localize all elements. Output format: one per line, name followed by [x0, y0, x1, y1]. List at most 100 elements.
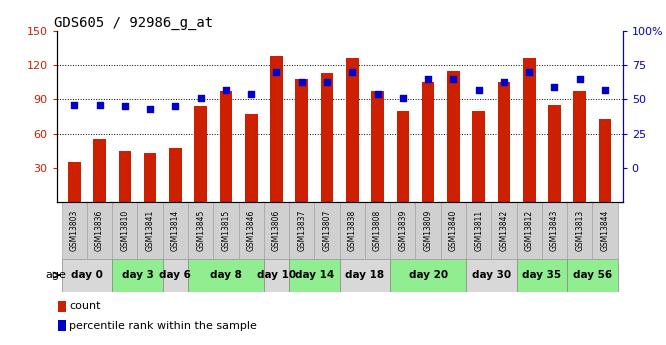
Text: percentile rank within the sample: percentile rank within the sample — [69, 321, 257, 331]
Text: GSM13808: GSM13808 — [373, 210, 382, 251]
FancyBboxPatch shape — [340, 202, 365, 259]
Bar — [119, 151, 131, 202]
FancyBboxPatch shape — [264, 259, 289, 292]
Point — [474, 87, 484, 92]
Point — [524, 69, 535, 75]
Text: day 3: day 3 — [121, 270, 153, 280]
Bar — [68, 162, 81, 202]
Text: day 30: day 30 — [472, 270, 511, 280]
Bar — [93, 139, 106, 202]
Point — [448, 76, 459, 82]
FancyBboxPatch shape — [213, 202, 238, 259]
FancyBboxPatch shape — [365, 202, 390, 259]
Text: GSM13812: GSM13812 — [525, 210, 533, 251]
FancyBboxPatch shape — [466, 202, 492, 259]
Text: GSM13811: GSM13811 — [474, 210, 483, 251]
Bar — [194, 106, 207, 202]
FancyBboxPatch shape — [390, 259, 466, 292]
Text: GSM13815: GSM13815 — [221, 210, 230, 251]
Text: day 56: day 56 — [573, 270, 612, 280]
FancyBboxPatch shape — [289, 259, 340, 292]
Text: day 14: day 14 — [295, 270, 334, 280]
FancyBboxPatch shape — [466, 259, 517, 292]
Bar — [472, 111, 485, 202]
Point — [145, 106, 155, 112]
Point — [549, 84, 560, 90]
Point — [499, 79, 509, 85]
Point — [398, 95, 408, 101]
FancyBboxPatch shape — [188, 202, 213, 259]
Point — [170, 104, 180, 109]
FancyBboxPatch shape — [567, 202, 592, 259]
FancyBboxPatch shape — [163, 259, 188, 292]
Bar — [599, 119, 611, 202]
Bar — [169, 148, 182, 202]
Text: GSM13806: GSM13806 — [272, 210, 281, 251]
Bar — [245, 114, 258, 202]
FancyBboxPatch shape — [517, 202, 542, 259]
Bar — [270, 56, 283, 202]
Bar — [296, 79, 308, 202]
FancyBboxPatch shape — [137, 202, 163, 259]
Text: day 35: day 35 — [522, 270, 561, 280]
Bar — [58, 300, 66, 312]
Text: day 18: day 18 — [346, 270, 384, 280]
FancyBboxPatch shape — [592, 202, 617, 259]
Bar — [396, 111, 409, 202]
Point — [119, 104, 130, 109]
Text: GSM13840: GSM13840 — [449, 210, 458, 251]
Text: GSM13813: GSM13813 — [575, 210, 584, 251]
Text: GSM13836: GSM13836 — [95, 210, 104, 251]
FancyBboxPatch shape — [163, 202, 188, 259]
Text: GSM13809: GSM13809 — [424, 210, 433, 251]
Bar — [321, 73, 334, 202]
FancyBboxPatch shape — [567, 259, 617, 292]
Bar — [523, 58, 535, 202]
Text: GSM13845: GSM13845 — [196, 210, 205, 251]
Text: age: age — [45, 270, 66, 280]
Text: day 0: day 0 — [71, 270, 103, 280]
Text: GSM13839: GSM13839 — [398, 210, 408, 251]
Point — [271, 69, 282, 75]
FancyBboxPatch shape — [314, 202, 340, 259]
Bar — [220, 91, 232, 202]
FancyBboxPatch shape — [238, 202, 264, 259]
FancyBboxPatch shape — [289, 202, 314, 259]
Bar — [447, 71, 460, 202]
Text: GSM13807: GSM13807 — [322, 210, 332, 251]
Bar — [346, 58, 358, 202]
FancyBboxPatch shape — [416, 202, 441, 259]
Point — [423, 76, 434, 82]
Text: day 10: day 10 — [257, 270, 296, 280]
FancyBboxPatch shape — [340, 259, 390, 292]
Point — [322, 79, 332, 85]
Bar — [498, 82, 510, 202]
Text: GSM13810: GSM13810 — [121, 210, 129, 251]
FancyBboxPatch shape — [264, 202, 289, 259]
Point — [372, 91, 383, 97]
FancyBboxPatch shape — [542, 202, 567, 259]
Point — [246, 91, 256, 97]
Point — [95, 102, 105, 108]
Text: day 8: day 8 — [210, 270, 242, 280]
Point — [296, 79, 307, 85]
FancyBboxPatch shape — [62, 202, 87, 259]
Bar — [58, 321, 66, 332]
Text: GSM13814: GSM13814 — [171, 210, 180, 251]
Text: GSM13846: GSM13846 — [246, 210, 256, 251]
FancyBboxPatch shape — [188, 259, 264, 292]
Point — [69, 102, 80, 108]
Text: GSM13838: GSM13838 — [348, 210, 357, 251]
Point — [220, 87, 231, 92]
FancyBboxPatch shape — [390, 202, 416, 259]
FancyBboxPatch shape — [517, 259, 567, 292]
Bar — [144, 153, 157, 202]
Point — [574, 76, 585, 82]
FancyBboxPatch shape — [492, 202, 517, 259]
Text: day 6: day 6 — [159, 270, 191, 280]
Text: GDS605 / 92986_g_at: GDS605 / 92986_g_at — [54, 16, 213, 30]
Point — [195, 95, 206, 101]
Text: GSM13803: GSM13803 — [70, 210, 79, 251]
FancyBboxPatch shape — [441, 202, 466, 259]
Point — [599, 87, 610, 92]
